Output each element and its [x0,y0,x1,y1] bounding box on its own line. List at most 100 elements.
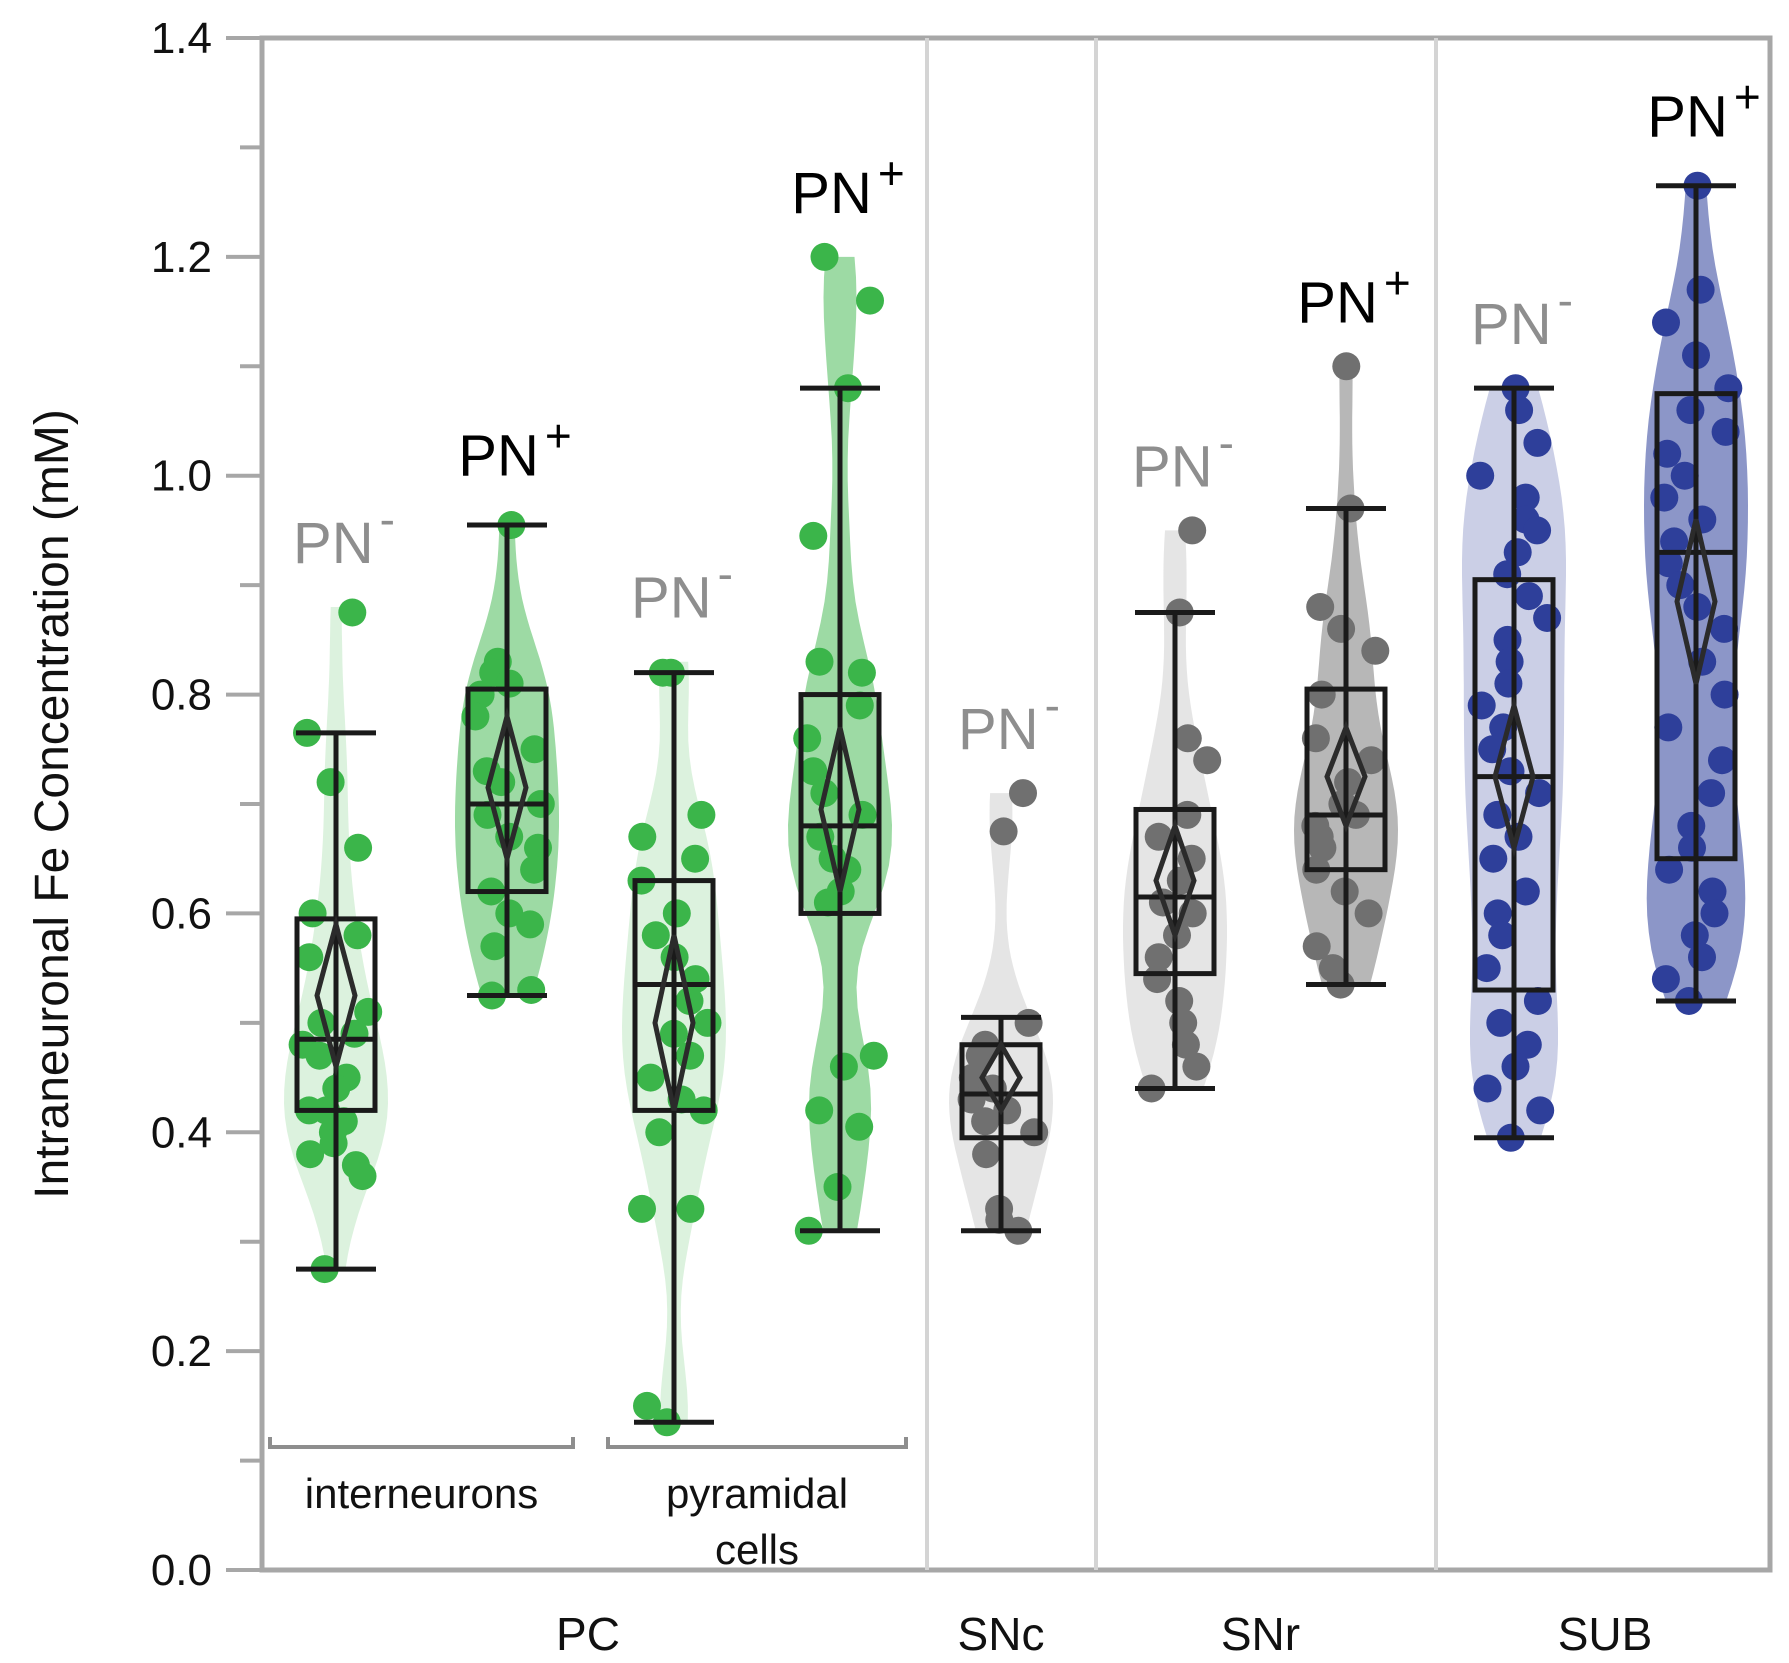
data-point [633,1391,661,1420]
data-point [845,1112,874,1141]
data-point [316,768,345,797]
pn-label-text: PN [293,511,374,576]
mean-diamond [1492,695,1536,858]
data-point [1488,921,1517,950]
data-point [517,976,546,1004]
box-snr-pn-neg [1133,806,1217,977]
data-point [1660,527,1689,556]
data-point [810,242,839,271]
y-tick-label: 0.0 [151,1546,212,1595]
pn-label-pc-int-pn-neg: PN - [293,493,395,576]
data-point [1306,593,1335,621]
pn-label-text: PN [631,566,712,631]
subgroup-bracket-0 [268,1437,575,1449]
data-point [1178,516,1207,545]
data-point [1307,680,1336,709]
y-tick-label: 0.6 [151,889,212,938]
data-point [845,691,874,720]
data-point [516,910,545,939]
subgroup-label: pyramidal [666,1470,848,1517]
pn-label-text: PN [458,423,539,488]
data-point [662,899,691,928]
data-point [480,932,509,961]
data-point [1483,899,1512,928]
data-point [1513,1030,1542,1059]
data-point [676,1194,705,1223]
data-point [296,1140,325,1169]
pn-sign: - [718,548,733,600]
data-point [641,921,670,950]
mean-diamond [314,914,358,1077]
pn-label-text: PN [791,161,872,226]
region-label-sub: SUB [1558,1608,1653,1660]
data-point [1654,549,1683,578]
data-point [1700,899,1729,928]
data-point [1698,877,1727,906]
data-point [1714,374,1743,403]
data-point [348,1162,377,1191]
data-point [1144,943,1173,972]
pn-sign: + [878,147,905,199]
data-point [636,1063,665,1092]
data-point [847,658,876,687]
mean-diamond [1674,518,1718,685]
pn-label-pc-int-pn-pos: PN + [458,409,571,488]
pn-sign: - [1219,416,1234,468]
data-point [628,1194,656,1223]
data-point [1651,965,1680,994]
data-point [338,598,367,627]
mean-diamond [485,706,529,869]
subgroup-label: interneurons [305,1470,538,1517]
mean-diamond [979,1039,1023,1116]
data-point [971,1107,1000,1136]
data-point [343,921,372,950]
data-point [1653,439,1682,468]
data-point [1354,899,1383,928]
box-pc-int-pn-pos [465,686,549,895]
data-point [687,800,716,829]
pn-label-snc-pn-neg: PN - [958,679,1060,762]
subgroup-bracket-1 [606,1437,908,1449]
data-point [1332,352,1361,381]
data-point [1514,582,1543,611]
y-tick-label: 0.2 [151,1327,212,1376]
subgroup-label: cells [715,1526,799,1573]
pn-label-text: PN [958,697,1039,762]
pn-label-snr-pn-neg: PN - [1132,416,1234,499]
data-point [1193,746,1222,775]
pn-label-sub-pn-pos: PN + [1647,70,1760,149]
box-snr-pn-pos [1304,686,1388,873]
pn-sign: + [545,409,572,461]
pn-label-text: PN [1297,270,1378,335]
data-point [1493,560,1522,589]
data-point [1697,779,1726,808]
pn-sign: - [380,493,395,545]
data-point [989,817,1018,846]
pn-label-text: PN [1647,84,1728,149]
data-point [1327,614,1356,643]
data-point [1533,604,1562,632]
data-point [1308,833,1337,862]
data-point [1466,461,1495,490]
data-point [1495,647,1524,676]
pn-label-text: PN [1132,434,1213,499]
data-point [1652,308,1680,337]
data-point [799,757,828,786]
region-label-pc: PC [556,1608,620,1660]
data-point [681,844,710,873]
y-tick-label: 1.0 [151,452,212,501]
box-sub-pn-pos [1654,391,1738,862]
data-point [1479,844,1508,873]
data-point [1710,680,1739,709]
data-point [793,724,822,753]
data-point [1523,428,1552,457]
data-point [1511,483,1540,512]
data-point [298,899,327,928]
data-point [856,286,884,315]
data-point [1144,822,1173,851]
pn-sign: - [1558,274,1573,326]
data-point [344,833,373,862]
data-point [1676,396,1705,425]
data-point [972,1140,1001,1169]
pn-sign: - [1045,679,1060,731]
